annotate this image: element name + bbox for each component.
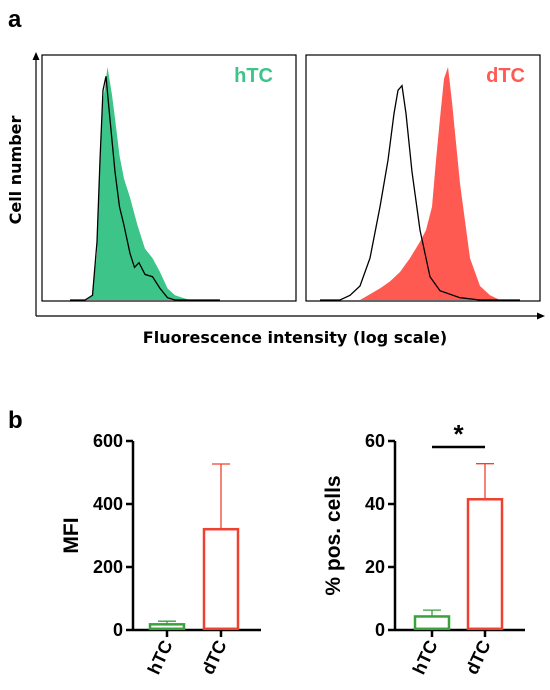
panel-label-b: b	[8, 407, 23, 434]
y-axis-arrow-icon	[32, 52, 40, 60]
y-tick-label: 200	[93, 557, 123, 577]
histogram-axes	[32, 52, 545, 320]
y-tick-label: 20	[365, 557, 385, 577]
x-tick-label-htc: hTC	[409, 637, 442, 677]
histogram-htc	[70, 67, 220, 301]
histogram-line-control-1	[320, 84, 520, 301]
histogram-title-dtc: dTC	[486, 65, 525, 87]
histogram-line-control-1	[70, 76, 220, 301]
bar-chart-mfi: 0 200 400 600 MFI hTC dTC	[60, 431, 261, 677]
x-tick-label-dtc: dTC	[462, 637, 495, 677]
y-tick-label: 600	[93, 431, 123, 451]
x-tick-label-htc: hTC	[144, 637, 177, 677]
x-tick-label-dtc: dTC	[198, 637, 231, 677]
bar-htc	[148, 623, 186, 631]
panel-label-a: a	[8, 6, 22, 33]
histogram-box-dtc	[305, 54, 541, 302]
histogram-title-htc: hTC	[234, 65, 273, 87]
x-axis-title: Fluorescence intensity (log scale)	[143, 328, 447, 347]
y-tick-label: 60	[365, 431, 385, 451]
bar-htc	[413, 615, 451, 631]
y-axis-title: Cell number	[6, 116, 25, 225]
y-tick-label: 0	[113, 620, 123, 640]
bar-chart-pos-cells: 0 20 40 60 % pos. cells hTC dTC *	[322, 419, 525, 677]
histogram-box-htc	[41, 54, 297, 302]
bar-y-axis-title: % pos. cells	[322, 475, 345, 595]
histogram-dtc	[320, 67, 520, 301]
x-axis-arrow-icon	[537, 312, 545, 320]
y-tick-label: 40	[365, 494, 385, 514]
bar-dtc	[202, 527, 240, 631]
bar-dtc	[466, 498, 504, 631]
bar-y-axis-title: MFI	[60, 517, 83, 553]
y-tick-label: 400	[93, 494, 123, 514]
y-tick-label: 0	[375, 620, 385, 640]
significance-star: *	[453, 419, 464, 449]
histogram-fill-dtc	[320, 67, 520, 300]
histogram-fill-htc	[70, 67, 220, 300]
